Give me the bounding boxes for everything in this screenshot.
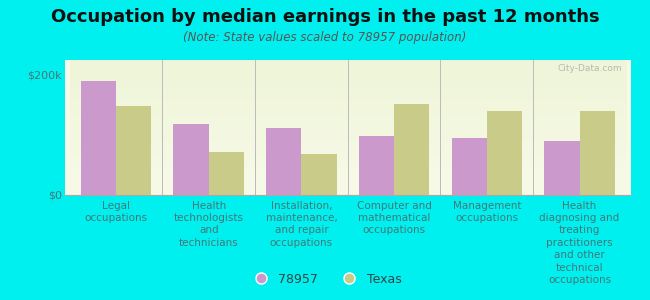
Bar xyxy=(302,154,337,195)
Text: (Note: State values scaled to 78957 population): (Note: State values scaled to 78957 popu… xyxy=(183,32,467,44)
Bar xyxy=(544,141,580,195)
Bar xyxy=(266,128,302,195)
Legend: 78957, Texas: 78957, Texas xyxy=(243,268,407,291)
Bar xyxy=(394,104,430,195)
Bar xyxy=(452,138,487,195)
Bar xyxy=(116,106,151,195)
Bar xyxy=(359,136,394,195)
Bar xyxy=(487,111,522,195)
Text: City-Data.com: City-Data.com xyxy=(558,64,622,73)
Text: Occupation by median earnings in the past 12 months: Occupation by median earnings in the pas… xyxy=(51,8,599,26)
Bar xyxy=(209,152,244,195)
Bar xyxy=(174,124,209,195)
Bar xyxy=(81,81,116,195)
Bar xyxy=(580,111,615,195)
